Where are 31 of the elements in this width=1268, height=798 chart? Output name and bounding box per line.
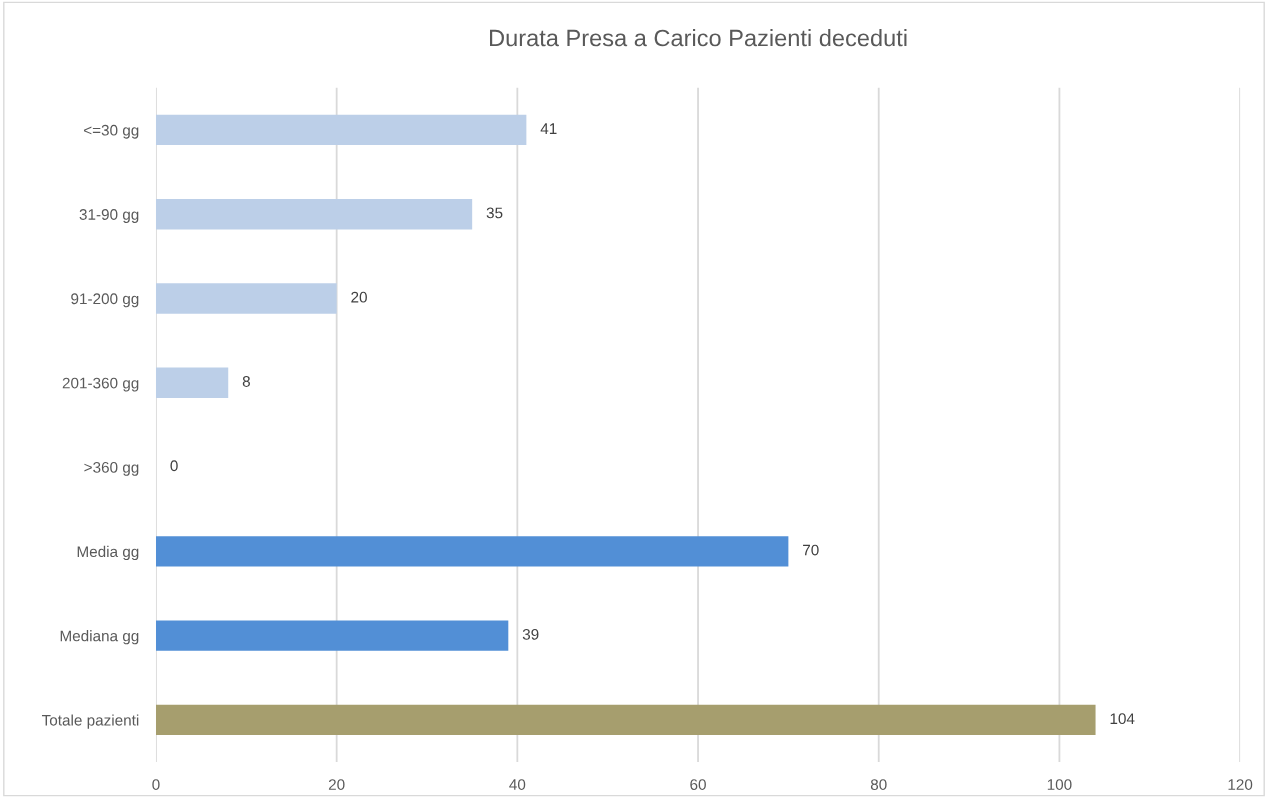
data-label: 104 [1110, 713, 1135, 725]
y-tick-label: 31-90 gg [79, 209, 139, 223]
bar [155, 367, 229, 398]
bar [155, 199, 473, 230]
data-label: 20 [351, 291, 367, 303]
x-tick-label: 80 [870, 779, 887, 790]
bar [155, 620, 509, 651]
x-tick-label: 40 [509, 779, 526, 790]
data-label: 41 [540, 123, 557, 134]
bar [155, 114, 527, 146]
data-label: 70 [803, 544, 819, 556]
x-tick-label: 100 [1047, 779, 1072, 790]
chart-title: Durata Presa a Carico Pazienti deceduti [490, 29, 907, 47]
y-tick-label: >360 gg [84, 461, 139, 476]
y-tick-label: <=30 gg [83, 124, 139, 139]
y-tick-label: Totale pazienti [41, 714, 139, 729]
data-label: 35 [486, 207, 503, 219]
y-tick-label: Mediana gg [60, 630, 139, 645]
data-label: 0 [170, 460, 178, 472]
data-label: 8 [242, 376, 250, 387]
y-tick-label: 91-200 gg [71, 293, 139, 308]
x-tick-label: 60 [690, 779, 706, 790]
y-tick-label: 201-360 gg [62, 377, 139, 392]
bar [155, 536, 789, 567]
data-label: 39 [522, 628, 539, 640]
y-tick-label: Media gg [77, 545, 139, 561]
x-tick-label: 20 [328, 779, 345, 790]
bar [155, 283, 337, 314]
x-tick-label: 120 [1228, 779, 1253, 790]
bar [155, 704, 1096, 736]
x-tick-label: 0 [152, 779, 160, 790]
